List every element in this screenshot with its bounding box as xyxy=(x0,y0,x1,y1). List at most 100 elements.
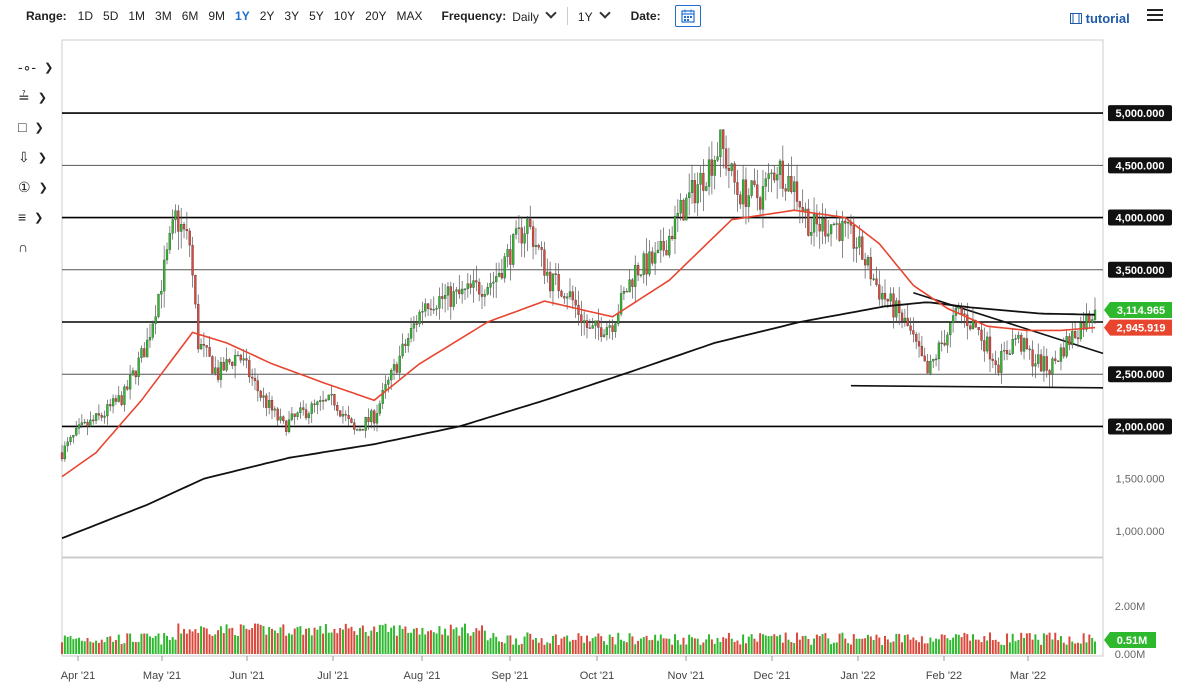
candle-body xyxy=(719,129,722,157)
candle-body xyxy=(756,184,759,198)
candle-body xyxy=(495,276,498,283)
candle-body xyxy=(387,379,390,385)
volume-bar xyxy=(583,642,586,654)
volume-bar xyxy=(940,634,943,654)
candle-body xyxy=(1005,350,1009,355)
range-button-max[interactable]: MAX xyxy=(396,9,423,23)
candle-body xyxy=(500,272,504,279)
volume-bar xyxy=(586,635,589,654)
candle-body xyxy=(602,334,606,337)
candle-body xyxy=(832,223,836,226)
counter-annotation-tool[interactable]: ① ❯ xyxy=(18,172,58,202)
candle-body xyxy=(145,339,149,358)
volume-bar xyxy=(183,628,186,654)
range-button-20y[interactable]: 20Y xyxy=(365,9,387,23)
arrow-annotation-tool[interactable]: ⇩ ❯ xyxy=(18,142,58,172)
tutorial-link[interactable]: tutorial xyxy=(1070,11,1130,26)
volume-bar xyxy=(614,644,617,654)
candle-body xyxy=(1028,348,1031,351)
tutorial-label: tutorial xyxy=(1085,11,1130,26)
magnet-tool[interactable]: ∩ xyxy=(18,232,58,262)
volume-bar xyxy=(83,641,86,654)
range-button-1y[interactable]: 1Y xyxy=(235,9,250,23)
volume-bar xyxy=(239,624,242,654)
volume-bar xyxy=(759,633,762,654)
candle-body xyxy=(205,345,208,348)
candle-body xyxy=(929,360,932,374)
volume-bar xyxy=(736,640,739,654)
range-button-2y[interactable]: 2Y xyxy=(259,9,275,23)
candle-body xyxy=(668,235,671,256)
volume-bar xyxy=(787,639,790,654)
volume-bar xyxy=(878,637,881,654)
volume-bar xyxy=(750,634,753,654)
frequency-select[interactable]: Daily xyxy=(512,6,563,24)
range-button-3m[interactable]: 3M xyxy=(155,9,172,23)
volume-bar xyxy=(1085,642,1088,654)
volume-bar xyxy=(435,633,438,654)
volume-bar xyxy=(503,643,506,654)
range-button-3y[interactable]: 3Y xyxy=(284,9,300,23)
calendar-button[interactable] xyxy=(674,5,701,27)
candle-body xyxy=(889,293,892,302)
volume-bar xyxy=(512,644,515,654)
candle-body xyxy=(239,354,242,361)
trendline[interactable] xyxy=(850,384,1104,389)
circled-one-icon: ① xyxy=(18,178,31,195)
level-badge xyxy=(1108,105,1172,122)
candle-body xyxy=(503,256,506,279)
hamburger-menu-icon[interactable] xyxy=(1147,9,1163,24)
range-button-5d[interactable]: 5D xyxy=(103,9,119,23)
rectangle-tool[interactable]: □ ❯ xyxy=(18,112,58,142)
volume-bar xyxy=(61,642,63,654)
range-button-10y[interactable]: 10Y xyxy=(333,9,356,23)
price-badges: 3,114.965 2,945.919 0.51M xyxy=(1104,301,1172,648)
candle-body xyxy=(478,281,481,295)
range-button-9m[interactable]: 9M xyxy=(208,9,226,23)
ma50-badge-bg xyxy=(1104,319,1172,336)
crosshair-tool[interactable]: -∘- ❯ xyxy=(18,52,58,82)
fibonacci-tool[interactable]: ≡ ❯ xyxy=(18,202,58,232)
volume-bar xyxy=(427,631,430,654)
volume-bar xyxy=(120,644,123,654)
volume-bar xyxy=(639,638,642,654)
volume-bar xyxy=(449,624,452,654)
volume-bar xyxy=(69,636,72,654)
volume-bar xyxy=(475,628,478,654)
date-label: Date: xyxy=(630,9,661,23)
volume-bar xyxy=(722,637,725,654)
candle-body xyxy=(724,148,728,169)
volume-bar xyxy=(1079,643,1082,654)
range-button-1d[interactable]: 1D xyxy=(77,9,94,23)
candle-body xyxy=(409,327,413,339)
range-button-5y[interactable]: 5Y xyxy=(309,9,324,23)
level-badge xyxy=(1108,209,1172,226)
candle-body xyxy=(458,289,461,295)
candle-body xyxy=(529,218,532,227)
candle-body xyxy=(744,179,748,207)
trend-line-tool[interactable]: ≟ ❯ xyxy=(18,82,58,112)
candle-body xyxy=(287,419,291,432)
candle-body xyxy=(804,208,807,212)
candle-body xyxy=(563,296,566,299)
range-button-1m[interactable]: 1M xyxy=(128,9,146,23)
volume-bar xyxy=(591,638,594,654)
candle-body xyxy=(835,223,838,225)
candle-body xyxy=(1059,347,1063,362)
candle-body xyxy=(1017,334,1020,339)
period-select[interactable]: 1Y xyxy=(578,6,617,24)
candle-body xyxy=(537,245,540,248)
candle-body xyxy=(844,220,847,224)
range-button-6m[interactable]: 6M xyxy=(181,9,199,23)
volume-bar xyxy=(753,638,756,654)
candle-body xyxy=(821,218,824,232)
y-axis-label: 4,500.000 xyxy=(1116,160,1165,172)
candle-body xyxy=(983,340,986,352)
candle-body xyxy=(1054,358,1057,361)
volume-bar xyxy=(815,634,818,654)
level-badge xyxy=(1108,418,1172,435)
volume-bar xyxy=(1000,644,1003,654)
candle-body xyxy=(605,327,609,335)
volume-bar xyxy=(954,634,957,654)
